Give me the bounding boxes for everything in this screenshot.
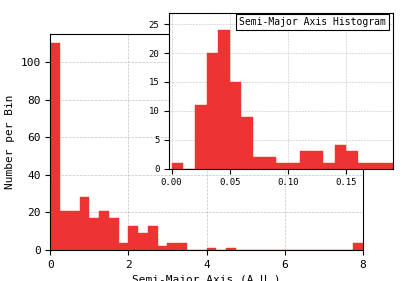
Bar — [300, 151, 312, 169]
Bar — [334, 146, 346, 169]
Bar — [168, 243, 177, 250]
Bar — [226, 248, 236, 250]
Bar — [230, 82, 241, 169]
Bar — [119, 243, 129, 250]
Y-axis label: Number per Bin: Number per Bin — [5, 95, 15, 189]
Bar — [109, 218, 119, 250]
Bar — [129, 226, 138, 250]
Bar — [323, 163, 334, 169]
Bar — [177, 243, 187, 250]
Bar — [265, 157, 276, 169]
Bar — [218, 30, 230, 169]
Bar — [358, 163, 370, 169]
Bar — [172, 163, 183, 169]
Bar — [346, 151, 358, 169]
Bar — [206, 248, 216, 250]
X-axis label: Semi-Major Axis (A.U.): Semi-Major Axis (A.U.) — [132, 275, 281, 281]
Bar — [89, 218, 99, 250]
Bar — [381, 163, 393, 169]
Bar — [206, 53, 218, 169]
Bar — [50, 43, 60, 250]
Bar — [148, 226, 158, 250]
Bar — [195, 105, 206, 169]
Bar — [276, 163, 288, 169]
Bar — [253, 157, 265, 169]
Bar — [158, 246, 168, 250]
Bar — [370, 163, 381, 169]
Bar — [60, 210, 70, 250]
Bar — [312, 151, 323, 169]
Bar — [99, 210, 109, 250]
Text: Semi-Major Axis Histogram: Semi-Major Axis Histogram — [239, 17, 386, 27]
Bar — [353, 243, 363, 250]
Bar — [80, 198, 89, 250]
Bar — [241, 117, 253, 169]
Bar — [288, 163, 300, 169]
Bar — [70, 210, 80, 250]
Bar — [138, 233, 148, 250]
